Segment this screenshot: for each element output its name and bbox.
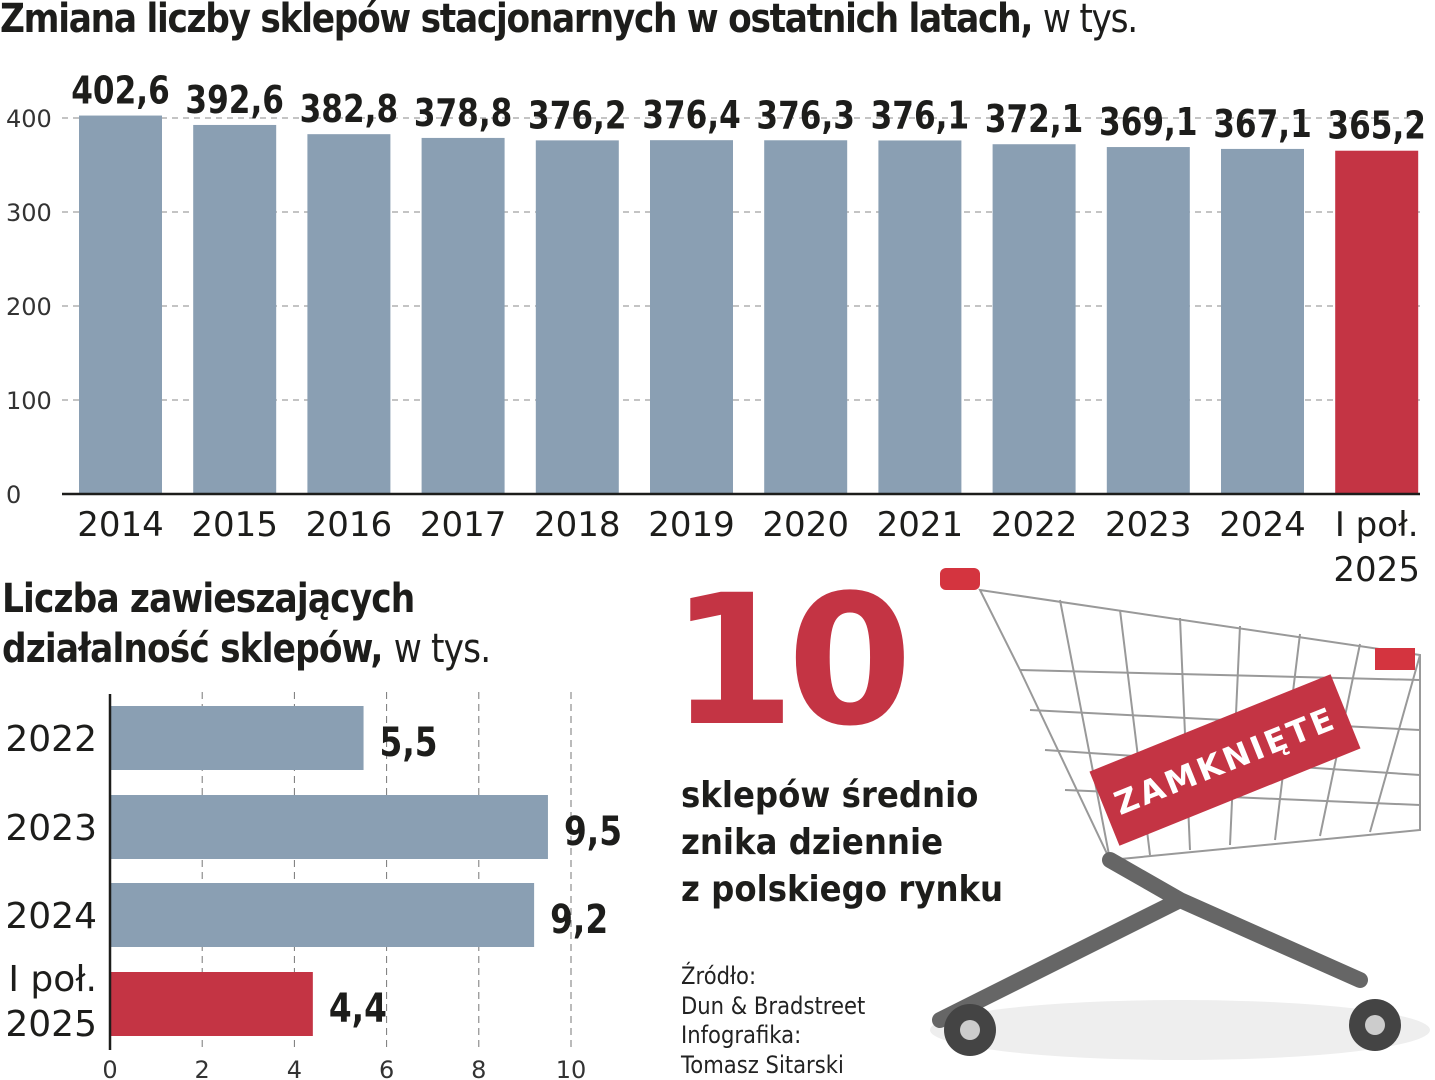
chart-title: Zmiana liczby sklepów stacjonarnych w os… [0,0,1138,42]
x-tick-label: 2021 [877,505,964,545]
data-label: 365,2 [1327,105,1426,149]
y-tick-label: I poł. [8,959,97,1000]
bar [79,115,162,494]
data-label: 378,8 [414,92,513,136]
data-label: 4,4 [329,985,387,1032]
x-tick-label: 2017 [420,505,507,545]
highlight-number: 10 [670,557,912,766]
x-tick-label: 2018 [534,505,621,545]
data-label: 9,2 [550,896,608,943]
chart2-title: Liczba zawieszających działalność sklepó… [2,574,491,674]
bar [992,144,1076,494]
bar [764,140,848,494]
x-tick-label: 2 [195,1056,210,1080]
data-label: 392,6 [185,79,284,123]
data-label: 376,4 [642,94,741,138]
bar [307,134,391,494]
data-label: 376,3 [756,94,855,138]
data-label: 369,1 [1099,101,1198,145]
x-tick-label: I poł. [1335,505,1419,545]
source-credits: Źródło: Dun & Bradstreet Infografika: To… [681,962,865,1080]
bar [110,972,313,1036]
y-tick-label: 100 [6,387,52,415]
bar [878,140,962,494]
bar [1221,148,1304,494]
bar [1335,150,1419,494]
highlight-line: z polskiego rynku [681,869,1004,910]
chart2-title-line1: Liczba zawieszających [2,576,415,622]
data-label: 402,6 [71,70,170,114]
data-label: 382,8 [300,88,399,132]
y-tick-label: 0 [6,481,21,509]
x-tick-label: 2022 [991,505,1078,545]
y-tick-label: 200 [6,293,52,321]
y-tick-label: 2023 [5,808,97,849]
highlight-text: sklepów średnio znika dziennie z polskie… [681,772,1003,913]
y-tick-label: 400 [6,105,52,133]
x-tick-label: 10 [556,1056,587,1080]
x-tick-label: 0 [102,1056,117,1080]
title-unit: w tys. [1042,0,1138,42]
highlight-line: znika dziennie [681,822,944,863]
infographic-label: Infografika: [681,1021,802,1049]
source-label: Źródło: [681,962,757,990]
bar [110,795,548,859]
top-bar-chart: 0 100 200 300 400 402,6 2014 392,6 2015 382,8 2016… [6,70,1426,590]
source-name: Dun & Bradstreet [681,991,866,1020]
data-label: 5,5 [380,719,438,766]
bar [535,140,619,494]
bar [1106,147,1190,494]
x-tick-label: 2019 [648,505,735,545]
data-label: 367,1 [1213,103,1312,147]
x-tick-label: 2023 [1105,505,1192,545]
data-label: 372,1 [985,98,1084,142]
y-tick-label: 2025 [5,1004,97,1045]
data-label: 376,2 [528,94,627,138]
bar [421,137,505,495]
shopping-cart-illustration: ZAMKNIĘTE [930,568,1430,1060]
data-label: 376,1 [871,95,970,139]
chart2-unit: w tys. [393,626,491,672]
infographic-author: Tomasz Sitarski [681,1050,844,1079]
y-tick-label: 2022 [5,719,97,760]
title-main: Zmiana liczby sklepów stacjonarnych w os… [0,0,1033,42]
chart2-title-line2: działalność sklepów, [2,626,383,672]
bar [650,140,733,494]
x-tick-label: 2014 [77,505,164,545]
x-tick-label: 4 [287,1056,302,1080]
y-tick-label: 300 [6,199,52,227]
bar [193,124,277,495]
bar [110,706,364,770]
x-tick-label: 6 [379,1056,394,1080]
x-tick-label: 2015 [191,505,278,545]
x-tick-label: 8 [471,1056,486,1080]
x-tick-label: 2025 [1333,550,1420,590]
x-tick-label: 2024 [1219,505,1306,545]
data-label: 9,5 [564,808,622,855]
x-tick-label: 2020 [762,505,849,545]
x-tick-label: 2016 [306,505,393,545]
highlight-line: sklepów średnio [681,775,979,816]
bar [110,883,535,947]
y-tick-label: 2024 [5,896,97,937]
bottom-bar-chart: 0 2 4 6 8 10 5,5 2022 9,5 2023 9,2 2024 4,4 I poł.202… [5,692,622,1080]
